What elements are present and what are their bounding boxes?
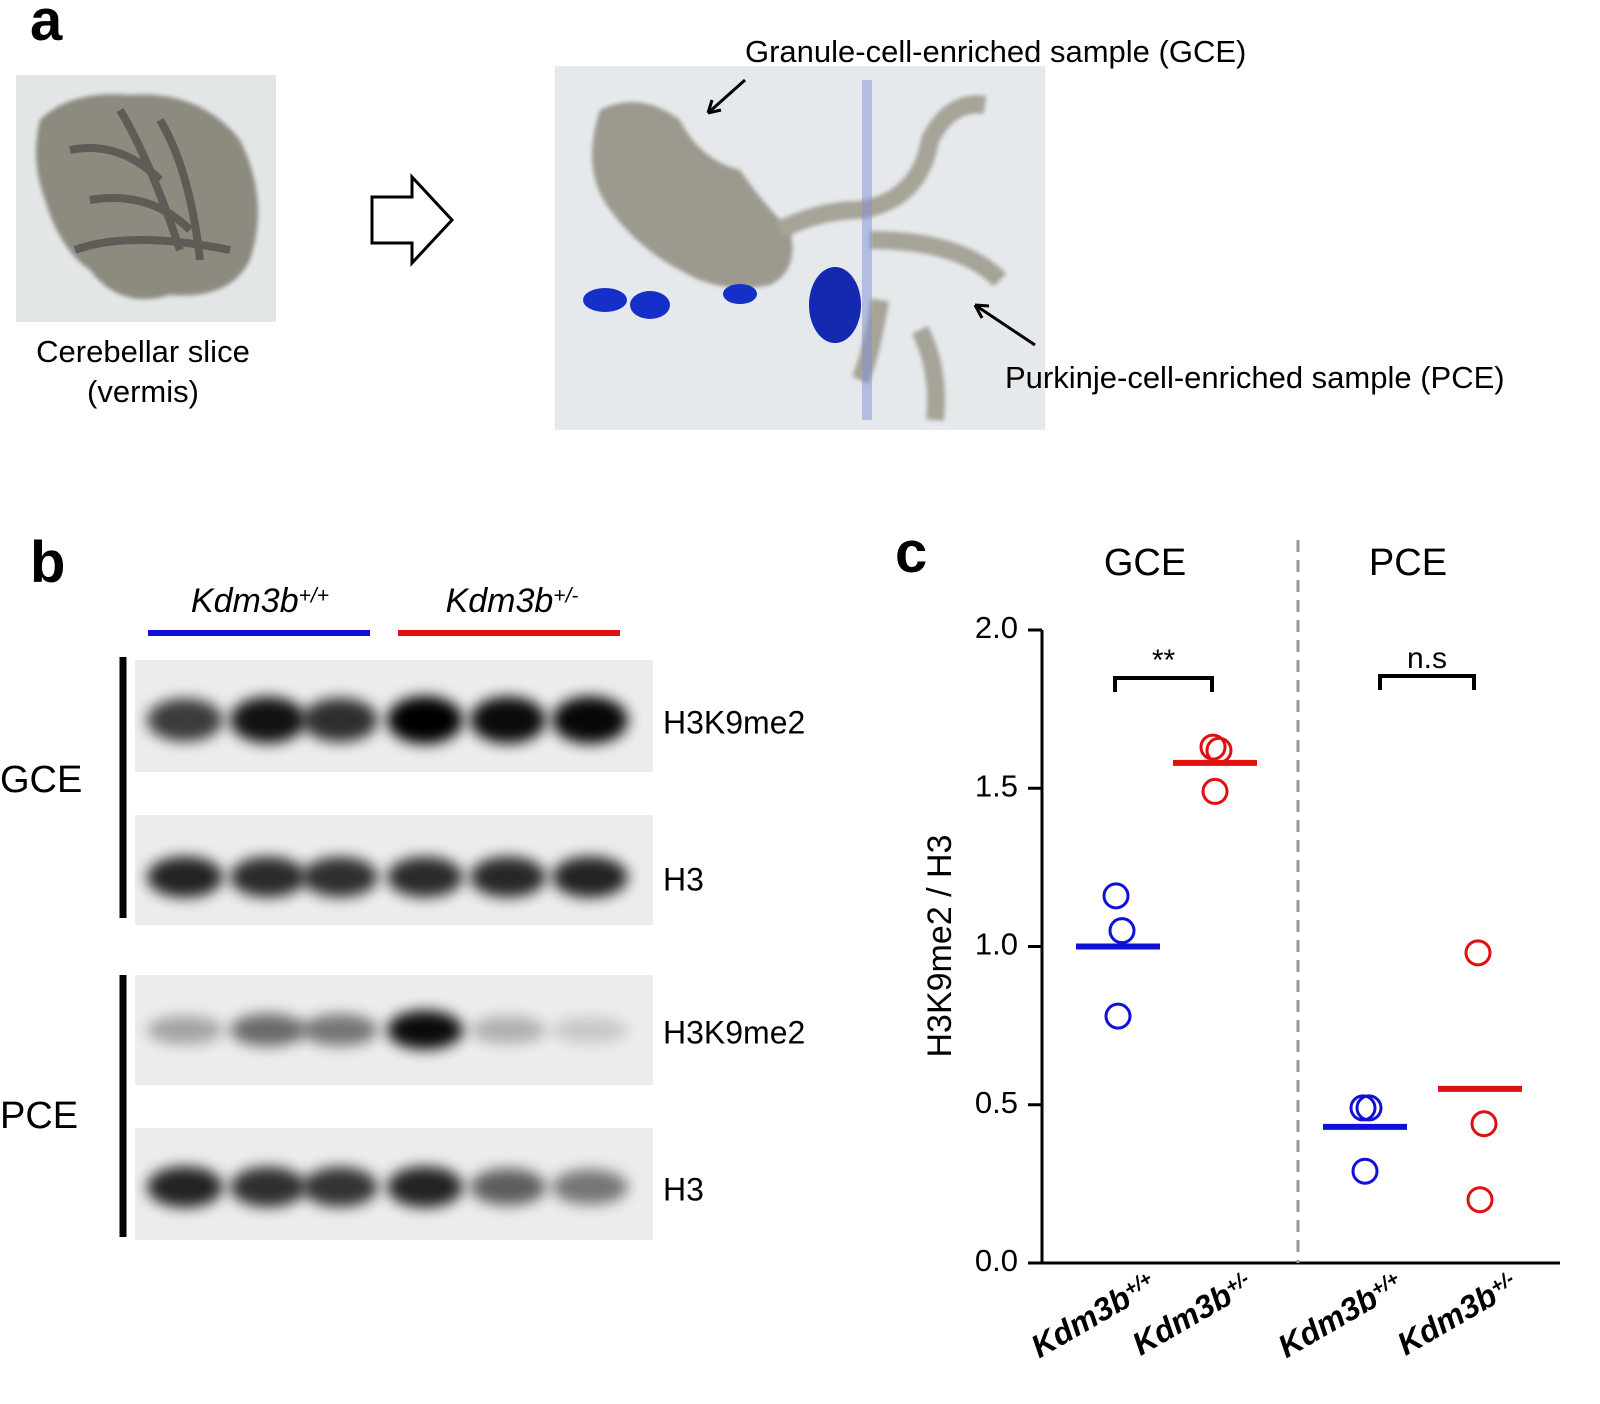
data-point [1464, 939, 1492, 967]
band [470, 856, 546, 898]
group-label: PCE [0, 1095, 78, 1137]
significance-bracket [1113, 676, 1214, 692]
pce-label: Purkinje-cell-enriched sample (PCE) [1005, 360, 1505, 395]
dissected-image [555, 66, 1045, 430]
data-point [1466, 1186, 1494, 1214]
arrow [973, 303, 1036, 347]
significance-bracket [1378, 674, 1476, 690]
data-point [1201, 777, 1229, 805]
band [470, 1016, 546, 1044]
band [387, 696, 463, 744]
genotype-label: Kdm3b+/- [446, 582, 579, 620]
blot-label: H3K9me2 [663, 704, 805, 740]
band [230, 696, 306, 744]
x-tick-label: Kdm3b+/+ [1272, 1265, 1409, 1365]
data-point [1102, 882, 1130, 910]
panel-letter: c [895, 520, 927, 585]
genotype-label: Kdm3b+/+ [191, 582, 329, 620]
slice-image [16, 75, 276, 322]
data-point [1470, 1110, 1498, 1138]
data-point [1104, 1002, 1132, 1030]
band [147, 1015, 223, 1045]
band [147, 856, 223, 898]
group-label: GCE [1104, 542, 1186, 584]
band [552, 856, 628, 898]
arrow [370, 173, 455, 267]
data-point [1108, 917, 1136, 945]
blot-label: H3 [663, 1171, 704, 1207]
data-point [1349, 1094, 1377, 1122]
band [147, 698, 223, 742]
band [302, 1014, 378, 1046]
y-axis-label: H3K9me2 / H3 [921, 835, 959, 1058]
x-tick-label: Kdm3b+/- [1391, 1265, 1524, 1362]
band [470, 1168, 546, 1206]
y-tick-label: 0.0 [975, 1243, 1018, 1278]
panel-letter: b [30, 530, 65, 595]
band [552, 1169, 628, 1205]
blot-label: H3K9me2 [663, 1014, 805, 1050]
band [387, 1010, 463, 1050]
data-point [1351, 1157, 1379, 1185]
band [387, 856, 463, 898]
band [387, 1166, 463, 1208]
significance-label: ** [1152, 644, 1176, 677]
band [302, 697, 378, 743]
gce-label: Granule-cell-enriched sample (GCE) [745, 34, 1246, 69]
band [230, 1166, 306, 1208]
significance-label: n.s [1407, 642, 1447, 675]
band [230, 856, 306, 898]
y-tick-label: 1.0 [975, 927, 1018, 962]
group-label: GCE [0, 759, 82, 801]
slice-caption: Cerebellar slice [36, 334, 250, 369]
dot-plot: 0.0 0.5 1.0 1.5 2.0 H3K9me2 / H3 GCE PCE ** n.s Kd… [921, 540, 1560, 1365]
blot-label: H3 [663, 861, 704, 897]
arrow [706, 78, 746, 115]
western-blot: Kdm3b+/+ Kdm3b+/- H3K9me2 H3 H3K9me2 H3 GCE PCE [0, 582, 805, 1240]
band [470, 696, 546, 744]
y-tick-label: 0.5 [975, 1085, 1018, 1120]
band [302, 856, 378, 898]
band [302, 1166, 378, 1208]
panel-letter: a [30, 0, 63, 53]
band [552, 696, 628, 744]
data-point [1355, 1094, 1383, 1122]
y-tick-label: 1.5 [975, 768, 1018, 803]
band [552, 1016, 628, 1044]
band [230, 1013, 306, 1047]
slice-caption: (vermis) [87, 374, 199, 409]
y-tick-label: 2.0 [975, 610, 1018, 645]
group-label: PCE [1369, 542, 1447, 584]
band [147, 1166, 223, 1208]
